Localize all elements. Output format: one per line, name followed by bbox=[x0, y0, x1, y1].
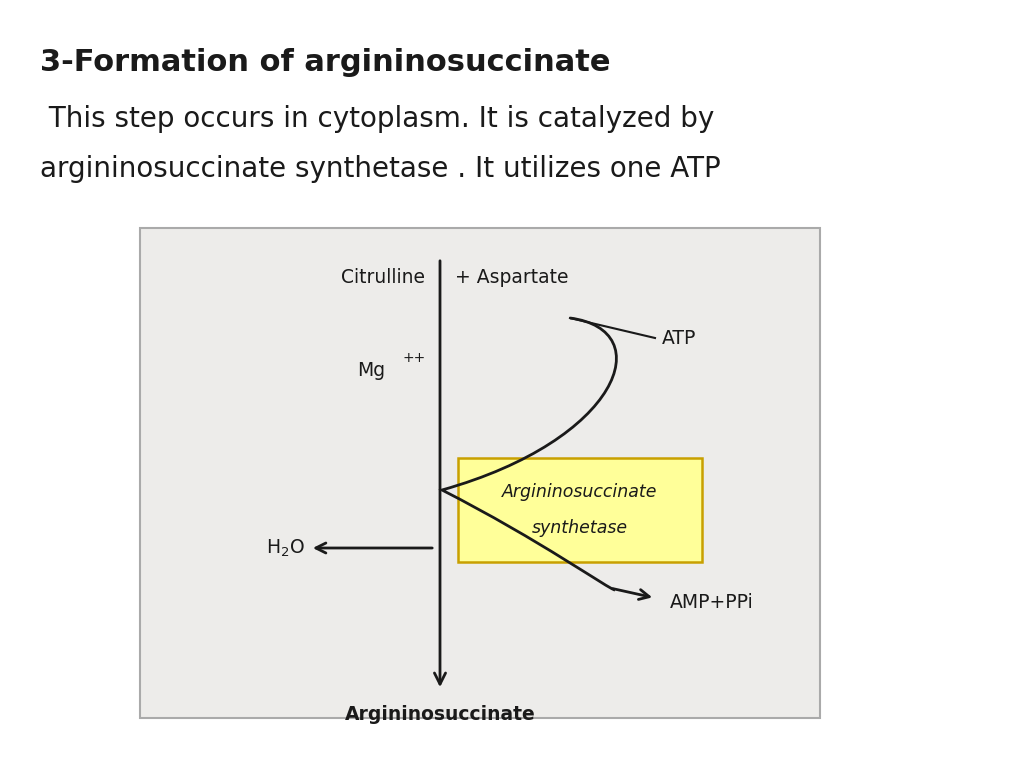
Text: ++: ++ bbox=[403, 351, 426, 365]
Text: 3-Formation of argininosuccinate: 3-Formation of argininosuccinate bbox=[40, 48, 610, 77]
Text: H$_2$O: H$_2$O bbox=[266, 538, 305, 558]
Text: synthetase: synthetase bbox=[531, 519, 628, 537]
Text: AMP+PPi: AMP+PPi bbox=[670, 592, 754, 611]
FancyBboxPatch shape bbox=[458, 458, 702, 562]
Text: Argininosuccinate: Argininosuccinate bbox=[345, 705, 536, 724]
Text: This step occurs in cytoplasm. It is catalyzed by: This step occurs in cytoplasm. It is cat… bbox=[40, 105, 715, 133]
Text: Argininosuccinate: Argininosuccinate bbox=[502, 483, 657, 501]
FancyBboxPatch shape bbox=[140, 228, 820, 718]
Text: ATP: ATP bbox=[662, 329, 696, 347]
Text: Citrulline: Citrulline bbox=[341, 268, 425, 287]
Text: Mg: Mg bbox=[357, 360, 385, 379]
Text: + Aspartate: + Aspartate bbox=[455, 268, 568, 287]
Text: argininosuccinate synthetase . It utilizes one ATP: argininosuccinate synthetase . It utiliz… bbox=[40, 155, 721, 183]
